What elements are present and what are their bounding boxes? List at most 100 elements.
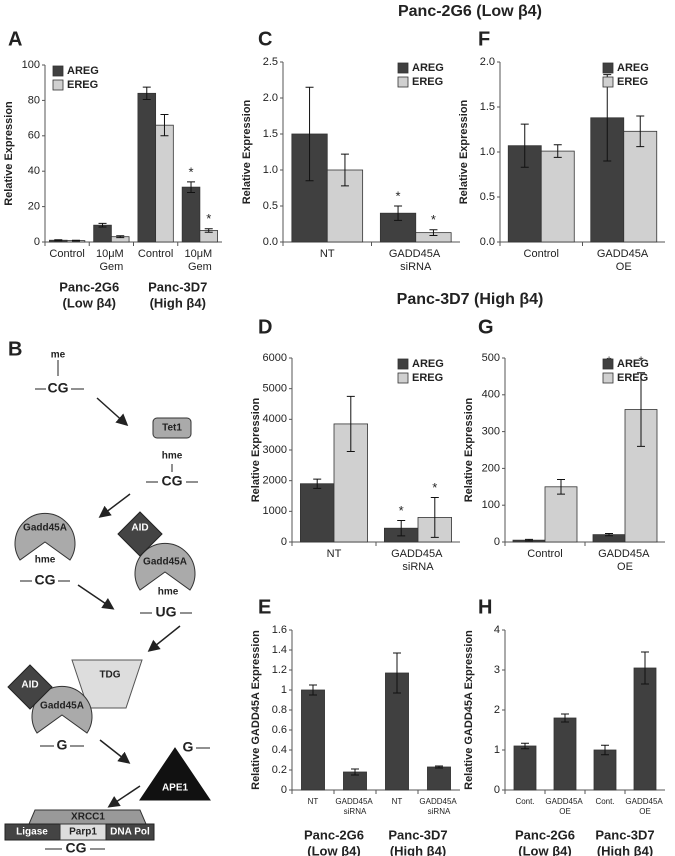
gadd45a-shape (134, 542, 196, 591)
label: AID (21, 680, 38, 691)
ape1-shape (139, 747, 211, 801)
y-axis-label: Relative GADD45A Expression (250, 630, 262, 790)
panel-letter: E (258, 596, 271, 618)
y-tick-label: 500 (482, 352, 500, 364)
error-bar (160, 114, 169, 137)
label: DNA Pol (110, 827, 150, 838)
y-tick-label: 1.4 (272, 644, 287, 656)
legend-label: EREG (67, 79, 98, 91)
y-tick-label: 3000 (263, 444, 287, 456)
y-tick-label: 0 (494, 784, 500, 796)
legend-swatch (397, 372, 409, 384)
label: UG (156, 604, 177, 620)
y-tick-label: 0.6 (272, 724, 287, 736)
bar (623, 130, 658, 243)
group-label: (High β4) (390, 843, 446, 856)
y-tick-label: 2000 (263, 475, 287, 487)
arrow (107, 785, 141, 808)
panel-letter: C (258, 28, 272, 50)
y-tick-label: 1.0 (480, 146, 495, 158)
legend-label: AREG (617, 358, 649, 370)
aid-shape (117, 511, 163, 557)
y-tick-label: 0 (281, 536, 287, 548)
label: CG (35, 572, 56, 588)
y-tick-label: 2.0 (480, 56, 495, 68)
y-tick-label: 40 (28, 165, 40, 177)
legend-swatch (52, 79, 64, 91)
label: CG (48, 380, 69, 396)
legend-label: AREG (617, 62, 649, 74)
label: AID (131, 523, 148, 534)
y-axis-label: Relative GADD45A Expression (463, 630, 475, 790)
label: hme (158, 587, 179, 598)
group-label: Panc-3D7 (388, 827, 447, 842)
error-bar (553, 144, 562, 158)
y-tick-label: 0 (34, 236, 40, 248)
gadd45a-shape (31, 685, 93, 734)
group-label: (High β4) (597, 843, 653, 856)
group-label: Panc-3D7 (595, 827, 654, 842)
bar (299, 483, 335, 543)
y-tick-label: 5000 (263, 383, 287, 395)
group-label: Panc-3D7 (148, 279, 207, 294)
error-bar (340, 153, 349, 187)
y-axis-label: Relative Expression (458, 99, 470, 204)
error-bar (351, 768, 359, 776)
legend-swatch (602, 62, 614, 74)
bar (427, 766, 451, 791)
arrow (99, 739, 131, 764)
legend-swatch (397, 62, 409, 74)
bar (544, 486, 578, 543)
tdg-shape (71, 659, 143, 709)
y-tick-label: 0.4 (272, 744, 287, 756)
arrow (77, 584, 115, 610)
bar (181, 186, 201, 243)
y-axis-label: Relative Expression (463, 397, 475, 502)
label: G (57, 737, 68, 753)
error-bar (525, 538, 533, 542)
x-tick-label: 10μM Gem (96, 248, 127, 273)
group-label: Panc-2G6 (304, 827, 364, 842)
label: Tet1 (162, 423, 182, 434)
label: CG (162, 473, 183, 489)
label: APE1 (162, 783, 189, 794)
error-bar (557, 478, 565, 495)
error-bar (346, 395, 355, 453)
y-tick-label: 0.0 (480, 236, 495, 248)
x-tick-label: NT (320, 248, 335, 260)
dnapol-shape (105, 823, 155, 841)
y-tick-label: 1.5 (480, 101, 495, 113)
x-tick-label: GADD45A siRNA (335, 797, 374, 816)
y-tick-label: 0.8 (272, 704, 287, 716)
section-title: Panc-2G6 (Low β4) (398, 3, 542, 20)
x-tick-label: Control (49, 248, 84, 260)
x-tick-label: GADD45A OE (598, 548, 652, 573)
bar (553, 717, 577, 791)
x-tick-label: Cont. (595, 797, 614, 806)
significance-mark: * (206, 211, 211, 226)
x-tick-label: NT (392, 797, 403, 806)
legend-label: EREG (617, 76, 648, 88)
x-tick-label: GADD45A OE (597, 248, 651, 273)
tet1-shape (152, 417, 192, 439)
legend-swatch (52, 65, 64, 77)
y-tick-label: 0 (494, 536, 500, 548)
error-bar (313, 478, 322, 489)
y-tick-label: 1.0 (263, 164, 278, 176)
error-bar (521, 742, 529, 750)
label: CG (66, 840, 87, 856)
y-tick-label: 300 (482, 426, 500, 438)
error-bar (71, 239, 80, 242)
y-tick-label: 2.0 (263, 92, 278, 104)
label: XRCC1 (71, 812, 105, 823)
error-bar (603, 74, 612, 162)
x-tick-label: NT (308, 797, 319, 806)
group-label: (Low β4) (63, 295, 116, 310)
y-tick-label: 1000 (263, 505, 287, 517)
x-tick-label: Control (524, 248, 559, 260)
error-bar (561, 713, 569, 723)
label: Gadd45A (23, 523, 67, 534)
significance-mark: * (399, 503, 404, 518)
error-bar (520, 123, 529, 168)
y-tick-label: 0.2 (272, 764, 287, 776)
